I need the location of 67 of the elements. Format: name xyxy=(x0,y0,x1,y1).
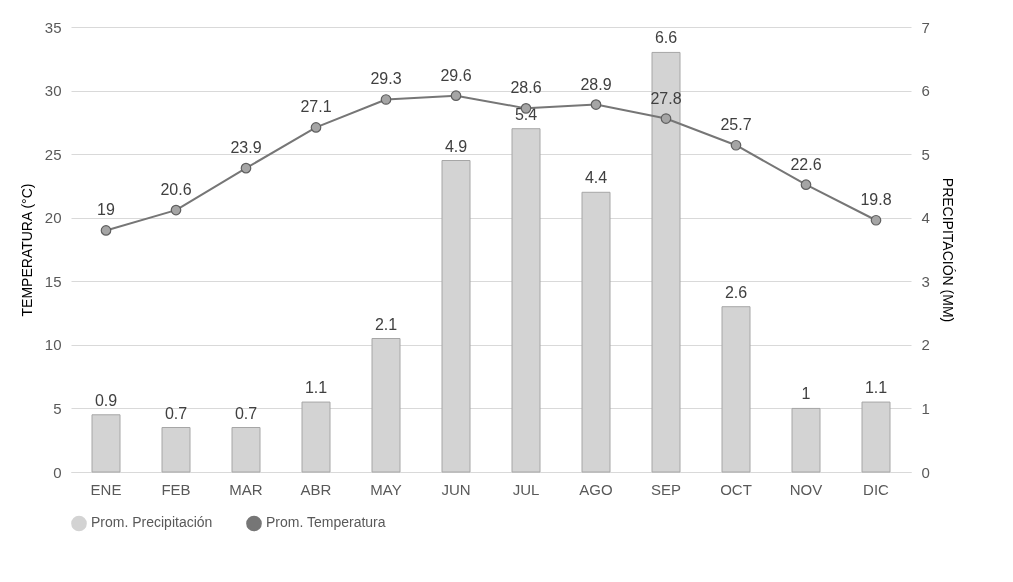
point xyxy=(450,90,462,101)
point xyxy=(170,204,182,216)
y-tick-label: 20 xyxy=(44,209,62,227)
x-tick-label: AGO xyxy=(579,480,613,498)
data-label: 0.9 xyxy=(94,391,118,409)
y-tick-label: 25 xyxy=(44,145,62,163)
point xyxy=(660,113,672,124)
data-label: 29.6 xyxy=(440,66,472,84)
x-tick-label: ABR xyxy=(300,480,332,498)
y-tick-label: 30 xyxy=(44,82,62,100)
y2-tick-label: 1 xyxy=(921,399,930,417)
legend-label: Prom. Precipitación xyxy=(91,514,213,531)
data-label: 27.1 xyxy=(300,98,332,116)
data-label: 20.6 xyxy=(160,181,192,199)
data-label: 0.7 xyxy=(234,404,258,422)
point xyxy=(100,225,112,236)
data-label: 5.4 xyxy=(514,105,538,123)
point xyxy=(380,94,392,105)
data-label: 0.7 xyxy=(164,404,188,422)
x-tick-label: SEP xyxy=(650,480,682,498)
y-axis-title: TEMPERATURA (°C) xyxy=(18,183,35,317)
y2-tick-label: 2 xyxy=(921,336,930,354)
x-tick-label: OCT xyxy=(720,480,752,498)
data-label: 4.4 xyxy=(584,169,608,187)
data-label: 29.3 xyxy=(370,70,402,88)
point xyxy=(800,179,812,190)
y2-axis-title: PRECIPITACIÓN (MM) xyxy=(939,177,956,323)
y2-tick-label: 7 xyxy=(921,18,930,36)
data-label: 28.6 xyxy=(510,79,542,97)
data-label: 23.9 xyxy=(230,139,262,157)
y2-tick-label: 0 xyxy=(921,463,930,481)
point xyxy=(870,214,882,226)
data-label: 19.8 xyxy=(860,191,892,209)
y2-tick-label: 6 xyxy=(921,82,930,100)
y-tick-label: 5 xyxy=(53,399,62,417)
data-label: 1 xyxy=(801,385,811,403)
data-label: 1.1 xyxy=(864,379,888,397)
x-tick-label: MAR xyxy=(229,480,263,498)
data-label: 27.8 xyxy=(650,89,682,107)
point xyxy=(240,162,252,174)
data-label: 1.1 xyxy=(304,379,328,397)
y2-tick-label: 3 xyxy=(921,272,930,290)
y-tick-label: 10 xyxy=(44,336,62,354)
y2-tick-label: 4 xyxy=(921,209,930,227)
data-label: 4.9 xyxy=(444,137,468,155)
y2-tick-label: 5 xyxy=(921,145,930,163)
x-tick-label: NOV xyxy=(789,480,823,498)
x-tick-label: DIC xyxy=(863,480,890,498)
x-tick-label: JUL xyxy=(512,480,540,498)
x-tick-label: ENE xyxy=(90,480,122,498)
data-label: 25.7 xyxy=(720,116,752,134)
legend-label: Prom. Temperatura xyxy=(266,514,386,531)
x-tick-label: MAY xyxy=(370,480,402,498)
x-tick-label: JUN xyxy=(441,480,471,498)
point xyxy=(310,122,322,133)
y-tick-label: 15 xyxy=(44,272,62,290)
data-label: 19 xyxy=(97,201,115,219)
data-label: 2.1 xyxy=(374,315,398,333)
y-tick-label: 35 xyxy=(44,18,62,36)
point xyxy=(590,99,602,110)
data-label: 6.6 xyxy=(654,29,678,47)
point xyxy=(730,139,742,151)
y-tick-label: 0 xyxy=(53,463,62,481)
data-label: 28.9 xyxy=(580,75,612,93)
data-label: 22.6 xyxy=(790,155,822,173)
x-tick-label: FEB xyxy=(161,480,191,498)
data-label: 2.6 xyxy=(724,283,748,301)
